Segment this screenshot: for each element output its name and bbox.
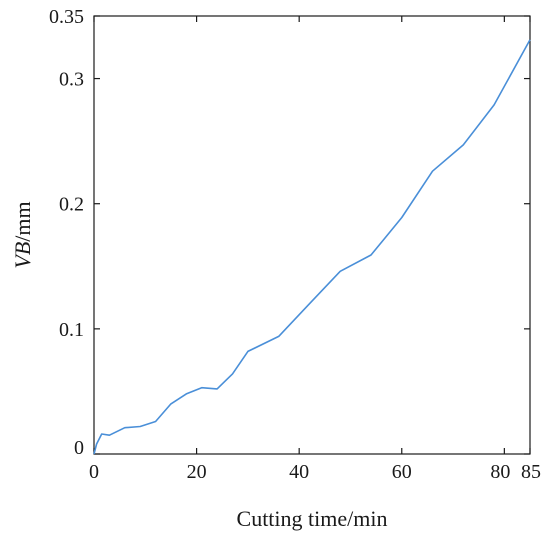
y-axis-title-variable: VB: [10, 242, 35, 269]
plot-frame: [93, 15, 531, 455]
y-tick-label: 0.35: [49, 6, 84, 28]
x-axis-ticks: 0 20 40 60 80 85: [89, 16, 541, 483]
series-line: [93, 39, 531, 455]
y-tick-label: 0.3: [59, 69, 84, 91]
x-tick-label: 85: [521, 461, 541, 483]
y-tick-label: 0.1: [59, 319, 84, 341]
y-axis-title-unit: /mm: [10, 201, 35, 241]
y-tick-label: 0.2: [59, 194, 84, 216]
y-tick-label: 0: [74, 437, 84, 459]
series-layer: [93, 39, 531, 455]
y-axis-title: VB/mm: [10, 201, 35, 268]
y-axis-ticks: 0 0.1 0.2 0.3 0.35: [49, 6, 530, 459]
x-tick-label: 20: [187, 461, 207, 483]
x-axis-title: Cutting time/min: [237, 506, 388, 531]
x-tick-label: 0: [89, 461, 99, 483]
x-tick-label: 40: [289, 461, 309, 483]
x-tick-label: 80: [490, 461, 510, 483]
x-tick-label: 60: [392, 461, 412, 483]
